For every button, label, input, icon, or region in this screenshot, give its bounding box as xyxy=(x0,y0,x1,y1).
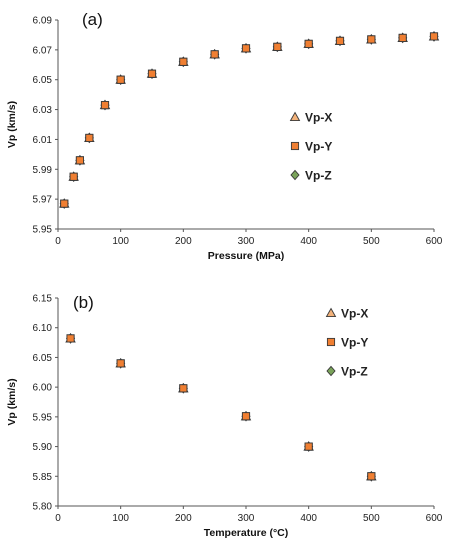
y-tick-label: 6.15 xyxy=(33,294,53,305)
x-tick-label: 0 xyxy=(55,513,61,524)
data-point xyxy=(69,172,78,181)
data-point xyxy=(75,156,84,165)
x-tick-label: 400 xyxy=(300,236,317,247)
x-tick-label: 400 xyxy=(300,513,317,524)
x-tick-label: 500 xyxy=(363,513,380,524)
y-tick-label: 5.85 xyxy=(33,472,53,483)
y-axis-label: Vp (km/s) xyxy=(6,101,18,148)
x-axis-label: Pressure (MPa) xyxy=(208,250,284,262)
legend: Vp-X Vp-Y Vp-Z xyxy=(289,111,332,183)
x-tick-label: 500 xyxy=(363,236,380,247)
data-point xyxy=(116,75,125,84)
legend-marker-vp-y xyxy=(326,337,336,347)
data-point xyxy=(116,359,125,368)
data-point xyxy=(367,35,376,44)
x-tick-label: 300 xyxy=(238,513,255,524)
x-axis-label: Temperature (°C) xyxy=(204,527,289,539)
data-point xyxy=(304,442,313,451)
y-tick-label: 6.09 xyxy=(33,16,53,27)
data-point xyxy=(335,36,345,45)
x-tick-label: 100 xyxy=(112,236,129,247)
series-vp-y-overlay xyxy=(66,334,376,481)
y-axis-label: Vp (km/s) xyxy=(6,378,18,425)
data-point xyxy=(179,384,188,393)
legend-label: Vp-Z xyxy=(305,169,332,183)
series-vp-y xyxy=(60,32,439,208)
x-tick-label: 200 xyxy=(175,236,192,247)
chart-panel-b: 5.80 5.85 5.90 5.95 6.00 6.05 6.10 6.15 0 100 200 3… xyxy=(6,293,443,539)
data-point xyxy=(66,334,75,343)
series-vp-z xyxy=(59,31,439,209)
y-tick-label: 6.00 xyxy=(33,383,53,394)
series-vp-x xyxy=(59,30,440,208)
y-tick-label: 5.99 xyxy=(33,165,53,176)
y-tick-label: 6.07 xyxy=(33,45,53,56)
legend-label: Vp-X xyxy=(341,307,368,321)
x-tick-label: 200 xyxy=(175,513,192,524)
legend-marker-vp-z xyxy=(290,169,300,181)
legend-label: Vp-Z xyxy=(341,365,368,379)
x-tick-label: 0 xyxy=(55,236,61,247)
y-tick-label: 6.05 xyxy=(33,353,53,364)
chart-panel-a: 5.95 5.97 5.99 6.01 6.03 6.05 6.07 6.09 0 100 200 3… xyxy=(6,10,443,262)
x-tick-label: 100 xyxy=(112,513,129,524)
data-point xyxy=(429,32,439,41)
data-point xyxy=(241,412,251,421)
legend-marker-vp-y xyxy=(290,141,300,151)
y-tick-label: 5.97 xyxy=(33,195,53,206)
data-point xyxy=(241,44,251,53)
data-point xyxy=(60,199,69,208)
data-point xyxy=(304,39,313,48)
panel-label: (a) xyxy=(82,10,103,29)
data-point xyxy=(210,50,219,59)
legend-marker-vp-z xyxy=(326,365,336,377)
legend-marker-vp-x xyxy=(325,307,337,318)
x-tick-label: 600 xyxy=(426,513,443,524)
legend-label: Vp-X xyxy=(305,111,332,125)
x-tick-label: 300 xyxy=(238,236,255,247)
data-point xyxy=(100,101,110,110)
y-tick-label: 5.80 xyxy=(33,502,53,513)
data-point xyxy=(147,69,157,78)
data-point xyxy=(179,57,188,66)
data-point xyxy=(273,42,282,51)
legend-marker-vp-x xyxy=(289,111,301,122)
y-tick-label: 6.05 xyxy=(33,75,53,86)
y-tick-label: 5.95 xyxy=(33,412,53,423)
y-tick-label: 6.03 xyxy=(33,105,53,116)
data-point xyxy=(367,472,376,481)
y-tick-label: 5.90 xyxy=(33,442,53,453)
x-tick-label: 600 xyxy=(426,236,443,247)
series-vp-x xyxy=(65,332,377,481)
panel-label: (b) xyxy=(73,293,94,312)
legend-label: Vp-Y xyxy=(341,336,368,350)
legend-label: Vp-Y xyxy=(305,140,332,154)
y-tick-label: 6.01 xyxy=(33,135,53,146)
y-tick-label: 5.95 xyxy=(33,225,53,236)
legend: Vp-X Vp-Y Vp-Z xyxy=(325,307,368,379)
data-point xyxy=(85,133,94,142)
y-tick-label: 6.10 xyxy=(33,323,53,334)
series-vp-y xyxy=(66,334,376,481)
series-vp-y-overlay xyxy=(60,32,439,208)
data-point xyxy=(398,33,407,42)
series-vp-z xyxy=(65,333,376,482)
